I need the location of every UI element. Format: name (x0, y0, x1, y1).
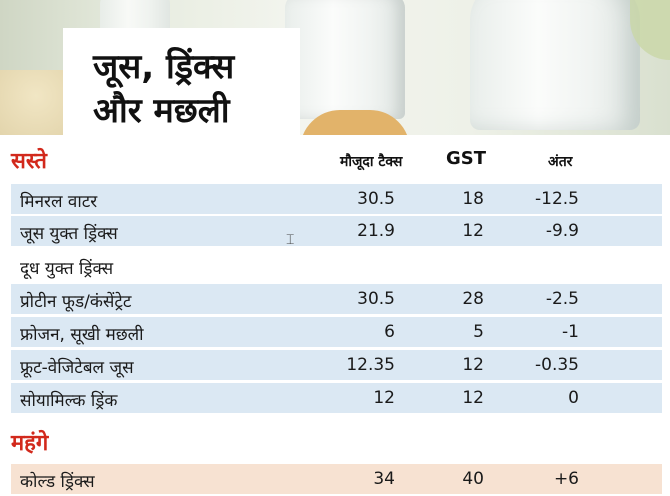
table-row: फ्रोजन, सूखी मछली 6 5 -1 (11, 317, 662, 347)
difference-value: 0 (568, 388, 579, 408)
item-name: दूध युक्त ड्रिंक्स (20, 259, 114, 279)
gst-value: 12 (462, 221, 484, 241)
gst-value: 12 (462, 388, 484, 408)
table-row: जूस युक्त ड्रिंक्स 21.9 12 -9.9 (11, 216, 662, 246)
current-tax-value: 34 (373, 469, 395, 489)
difference-value: -1 (562, 322, 579, 342)
gst-value: 40 (462, 469, 484, 489)
item-name: प्रोटीन फूड/कंसेंट्रेट (20, 292, 132, 312)
title-line-1: जूस, ड्रिंक्स (93, 47, 235, 87)
gst-value: 28 (462, 289, 484, 309)
table-row: दूध युक्त ड्रिंक्स (11, 251, 662, 281)
current-tax-value: 12.35 (346, 355, 395, 375)
item-name: फ्रूट-वेजिटेबल जूस (20, 358, 134, 378)
item-name: मिनरल वाटर (20, 192, 98, 212)
table-row: प्रोटीन फूड/कंसेंट्रेट 30.5 28 -2.5 (11, 284, 662, 314)
current-tax-value: 30.5 (357, 189, 395, 209)
difference-value: -0.35 (535, 355, 579, 375)
item-name: सोयामिल्क ड्रिंक (20, 391, 118, 411)
table-row: मिनरल वाटर 30.5 18 -12.5 (11, 184, 662, 214)
table-row: सोयामिल्क ड्रिंक 12 12 0 (11, 383, 662, 413)
section-heading-cheap: सस्ते (11, 149, 47, 174)
gst-value: 12 (462, 355, 484, 375)
current-tax-value: 21.9 (357, 221, 395, 241)
difference-value: -9.9 (545, 221, 579, 241)
current-tax-value: 30.5 (357, 289, 395, 309)
column-header-gst: GST (446, 148, 487, 169)
current-tax-value: 6 (384, 322, 395, 342)
current-tax-value: 12 (373, 388, 395, 408)
table-row: कोल्ड ड्रिंक्स 34 40 +6 (11, 464, 662, 494)
item-name: फ्रोजन, सूखी मछली (20, 325, 144, 345)
section-heading-costly: महंगे (11, 431, 49, 456)
text-cursor-icon: ⌶ (286, 232, 295, 248)
photo-milk-glass (285, 0, 405, 119)
difference-value: -12.5 (535, 189, 579, 209)
difference-value: -2.5 (545, 289, 579, 309)
milk-photo-banner: जूस, ड्रिंक्स और मछली (0, 0, 670, 135)
table-row: फ्रूट-वेजिटेबल जूस 12.35 12 -0.35 (11, 350, 662, 380)
gst-value: 5 (473, 322, 484, 342)
title-line-2: और मछली (93, 91, 230, 131)
item-name: जूस युक्त ड्रिंक्स (20, 224, 118, 244)
column-header-difference: अंतर (548, 154, 573, 170)
difference-value: +6 (553, 469, 579, 489)
gst-value: 18 (462, 189, 484, 209)
photo-milk-jug (470, 0, 640, 130)
column-header-current-tax: मौजूदा टैक्स (340, 154, 403, 170)
title-box: जूस, ड्रिंक्स और मछली (63, 28, 300, 135)
item-name: कोल्ड ड्रिंक्स (20, 472, 95, 492)
